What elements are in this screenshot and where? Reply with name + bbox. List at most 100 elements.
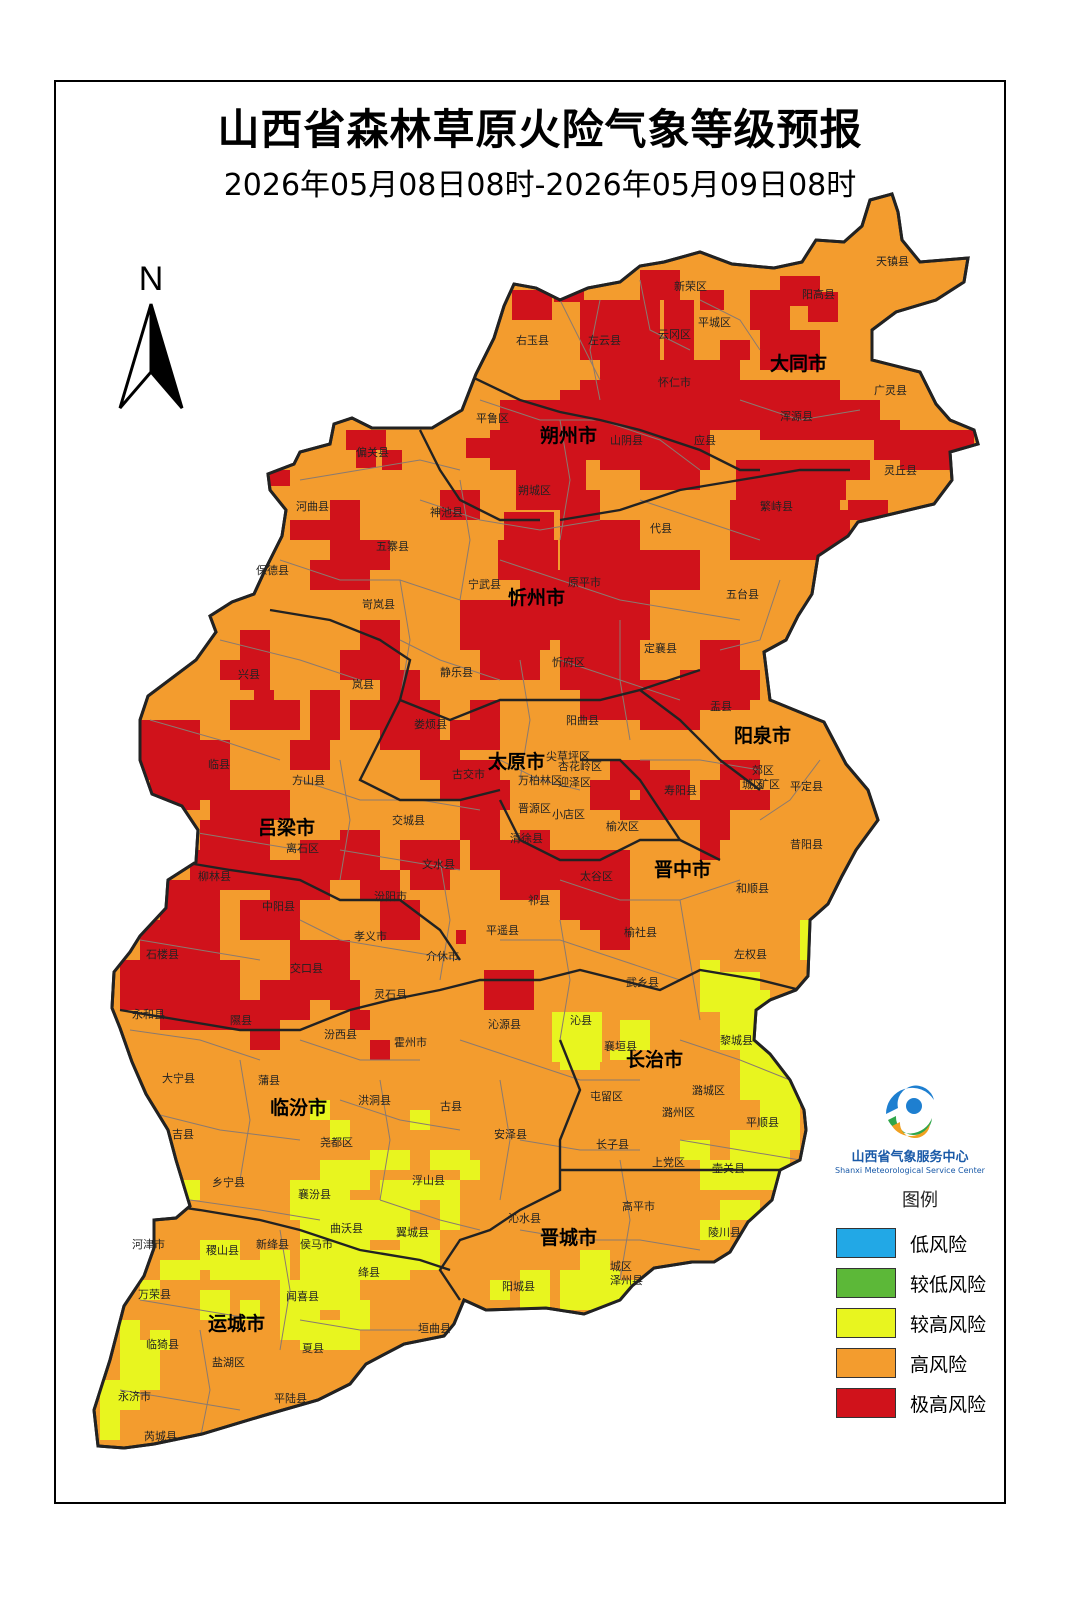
extreme-risk-cell <box>370 1040 390 1060</box>
county-label-xixian: 隰县 <box>230 1014 252 1027</box>
county-label-xinghualing: 杏花岭区 <box>558 759 602 773</box>
county-label-xinjiang: 新绛县 <box>256 1237 289 1251</box>
county-label-yangcheng: 阳城县 <box>502 1280 535 1293</box>
county-label-jixian: 吉县 <box>172 1128 194 1141</box>
county-label-houma: 侯马市 <box>300 1237 333 1251</box>
extreme-risk-cell <box>484 970 534 1010</box>
extreme-risk-cell <box>900 450 950 470</box>
county-label-pinglu_y: 平陆县 <box>274 1391 307 1405</box>
county-boundary-line <box>499 559 741 621</box>
county-label-xinrong: 新荣区 <box>674 279 707 293</box>
extreme-risk-cell <box>410 870 450 890</box>
county-label-jingle: 静乐县 <box>440 665 473 679</box>
extreme-risk-cell <box>270 700 300 730</box>
county-boundary-line <box>759 759 821 821</box>
county-boundary-line <box>299 1319 420 1331</box>
county-boundary-line <box>519 1139 640 1151</box>
higher-risk-cell <box>370 1150 410 1170</box>
county-boundary-line <box>399 579 411 701</box>
county-boundary-line <box>379 1199 481 1231</box>
extreme-risk-cell <box>808 292 838 322</box>
county-label-chengqu_jc: 城区 <box>610 1260 632 1273</box>
county-label-lingshi: 灵石县 <box>374 988 407 1001</box>
extreme-risk-cell <box>360 870 400 900</box>
county-boundary-line <box>459 479 471 601</box>
county-label-chengqu: 城区 <box>742 778 764 791</box>
extreme-risk-cell <box>700 810 730 840</box>
extreme-risk-cell <box>120 990 220 1010</box>
extreme-risk-cell <box>580 380 760 400</box>
city-label-jincheng: 晋城市 <box>540 1226 597 1249</box>
higher-risk-cell <box>160 1260 200 1280</box>
city-label-jinzhong: 晋中市 <box>654 858 711 881</box>
extreme-risk-cell <box>580 300 660 360</box>
county-label-pingcheng: 平城区 <box>698 316 731 329</box>
county-label-shouyang: 寿阳县 <box>664 783 697 797</box>
higher-risk-cell <box>460 1160 480 1180</box>
higher-risk-cell <box>240 1300 260 1320</box>
county-label-lishi: 离石区 <box>286 841 319 855</box>
county-boundary-line <box>399 639 501 681</box>
county-label-wanrong: 万荣县 <box>138 1288 171 1301</box>
extreme-risk-cell <box>736 460 846 500</box>
higher-risk-cell <box>200 1290 230 1320</box>
county-label-quwo: 曲沃县 <box>330 1222 363 1235</box>
county-boundary-line <box>589 299 601 401</box>
county-label-daixian: 代县 <box>650 522 672 535</box>
county-label-pingyao: 平遥县 <box>486 924 519 937</box>
county-label-shenchi: 神池县 <box>430 505 463 519</box>
county-boundary-line <box>619 1159 631 1281</box>
extreme-risk-cell <box>290 520 330 540</box>
county-boundary-line <box>239 1059 251 1181</box>
county-label-yonghe: 永和县 <box>132 1007 165 1021</box>
county-label-qinxian: 沁县 <box>570 1014 592 1027</box>
higher-risk-cell <box>210 1260 270 1280</box>
higher-risk-cell <box>330 1120 350 1140</box>
county-boundary-line <box>339 849 461 871</box>
county-label-lucheng: 潞城区 <box>692 1083 725 1097</box>
higher-risk-cell <box>720 1200 760 1220</box>
city-label-lvliang: 吕梁市 <box>258 816 315 839</box>
county-boundary-line <box>499 759 581 791</box>
county-boundary-line <box>519 1229 701 1251</box>
county-label-lanxian: 岚县 <box>352 678 374 691</box>
higher-risk-cell <box>100 1380 140 1410</box>
legend-label-higher: 较高风险 <box>910 1314 987 1336</box>
extreme-risk-cell <box>250 1030 280 1050</box>
county-label-xinfu: 忻府区 <box>552 655 585 669</box>
city-boundary-line <box>269 608 701 722</box>
county-label-anze: 安泽县 <box>494 1127 527 1141</box>
county-label-heshun: 和顺县 <box>736 882 769 895</box>
extreme-risk-cell <box>140 920 220 960</box>
extreme-risk-cell <box>270 470 290 486</box>
county-label-ruicheng: 芮城县 <box>144 1429 177 1443</box>
county-label-wuzhai: 五寨县 <box>376 539 409 553</box>
county-label-qinshui: 沁水县 <box>508 1212 541 1225</box>
county-label-xiangyuan: 襄垣县 <box>604 1039 637 1053</box>
county-label-ningwu: 宁武县 <box>468 577 501 591</box>
higher-risk-cell <box>310 1100 330 1120</box>
province-outline <box>92 192 980 1450</box>
extreme-risk-cell <box>500 860 540 900</box>
extreme-risk-cell <box>700 290 724 310</box>
county-label-hongtong: 洪洞县 <box>358 1093 391 1107</box>
legend-label-extreme: 极高风险 <box>910 1394 987 1416</box>
county-boundary-line <box>559 879 741 901</box>
extreme-risk-cell <box>330 980 360 1010</box>
county-boundary-line <box>189 1199 321 1221</box>
city-boundary-line <box>129 1198 451 1272</box>
county-label-yuci: 榆次区 <box>606 819 639 833</box>
higher-risk-cell <box>700 960 720 980</box>
county-boundary-line <box>499 1079 511 1201</box>
higher-risk-cell <box>800 920 810 960</box>
county-boundary-line <box>679 1139 801 1161</box>
county-label-licheng: 黎城县 <box>720 1033 753 1047</box>
county-label-taigu: 太谷区 <box>580 870 613 883</box>
county-label-fangshan: 方山县 <box>292 773 325 787</box>
county-label-shangdang: 上党区 <box>652 1156 685 1169</box>
extreme-risk-cell <box>470 700 500 750</box>
county-boundary-line <box>219 639 361 681</box>
county-label-linyi: 临猗县 <box>146 1337 179 1351</box>
extreme-risk-cell <box>356 448 376 468</box>
